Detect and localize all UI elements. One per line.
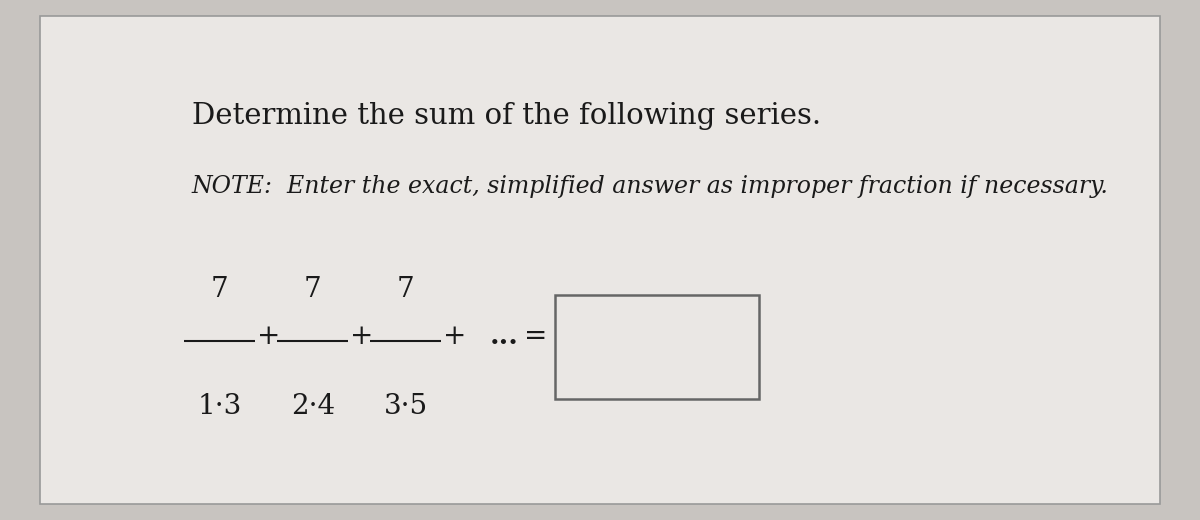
Text: +: + — [257, 323, 281, 350]
Text: =: = — [524, 323, 547, 350]
FancyBboxPatch shape — [554, 295, 760, 399]
Text: 1·3: 1·3 — [198, 393, 242, 420]
Text: ...: ... — [490, 323, 518, 350]
Text: NOTE:  Enter the exact, simplified answer as improper fraction if necessary.: NOTE: Enter the exact, simplified answer… — [192, 175, 1109, 198]
Text: 7: 7 — [397, 276, 415, 303]
Text: 7: 7 — [211, 276, 229, 303]
Text: 2·4: 2·4 — [290, 393, 335, 420]
Text: +: + — [350, 323, 373, 350]
Text: +: + — [443, 323, 467, 350]
Text: 3·5: 3·5 — [384, 393, 428, 420]
Text: Determine the sum of the following series.: Determine the sum of the following serie… — [192, 102, 821, 131]
Text: 7: 7 — [304, 276, 322, 303]
